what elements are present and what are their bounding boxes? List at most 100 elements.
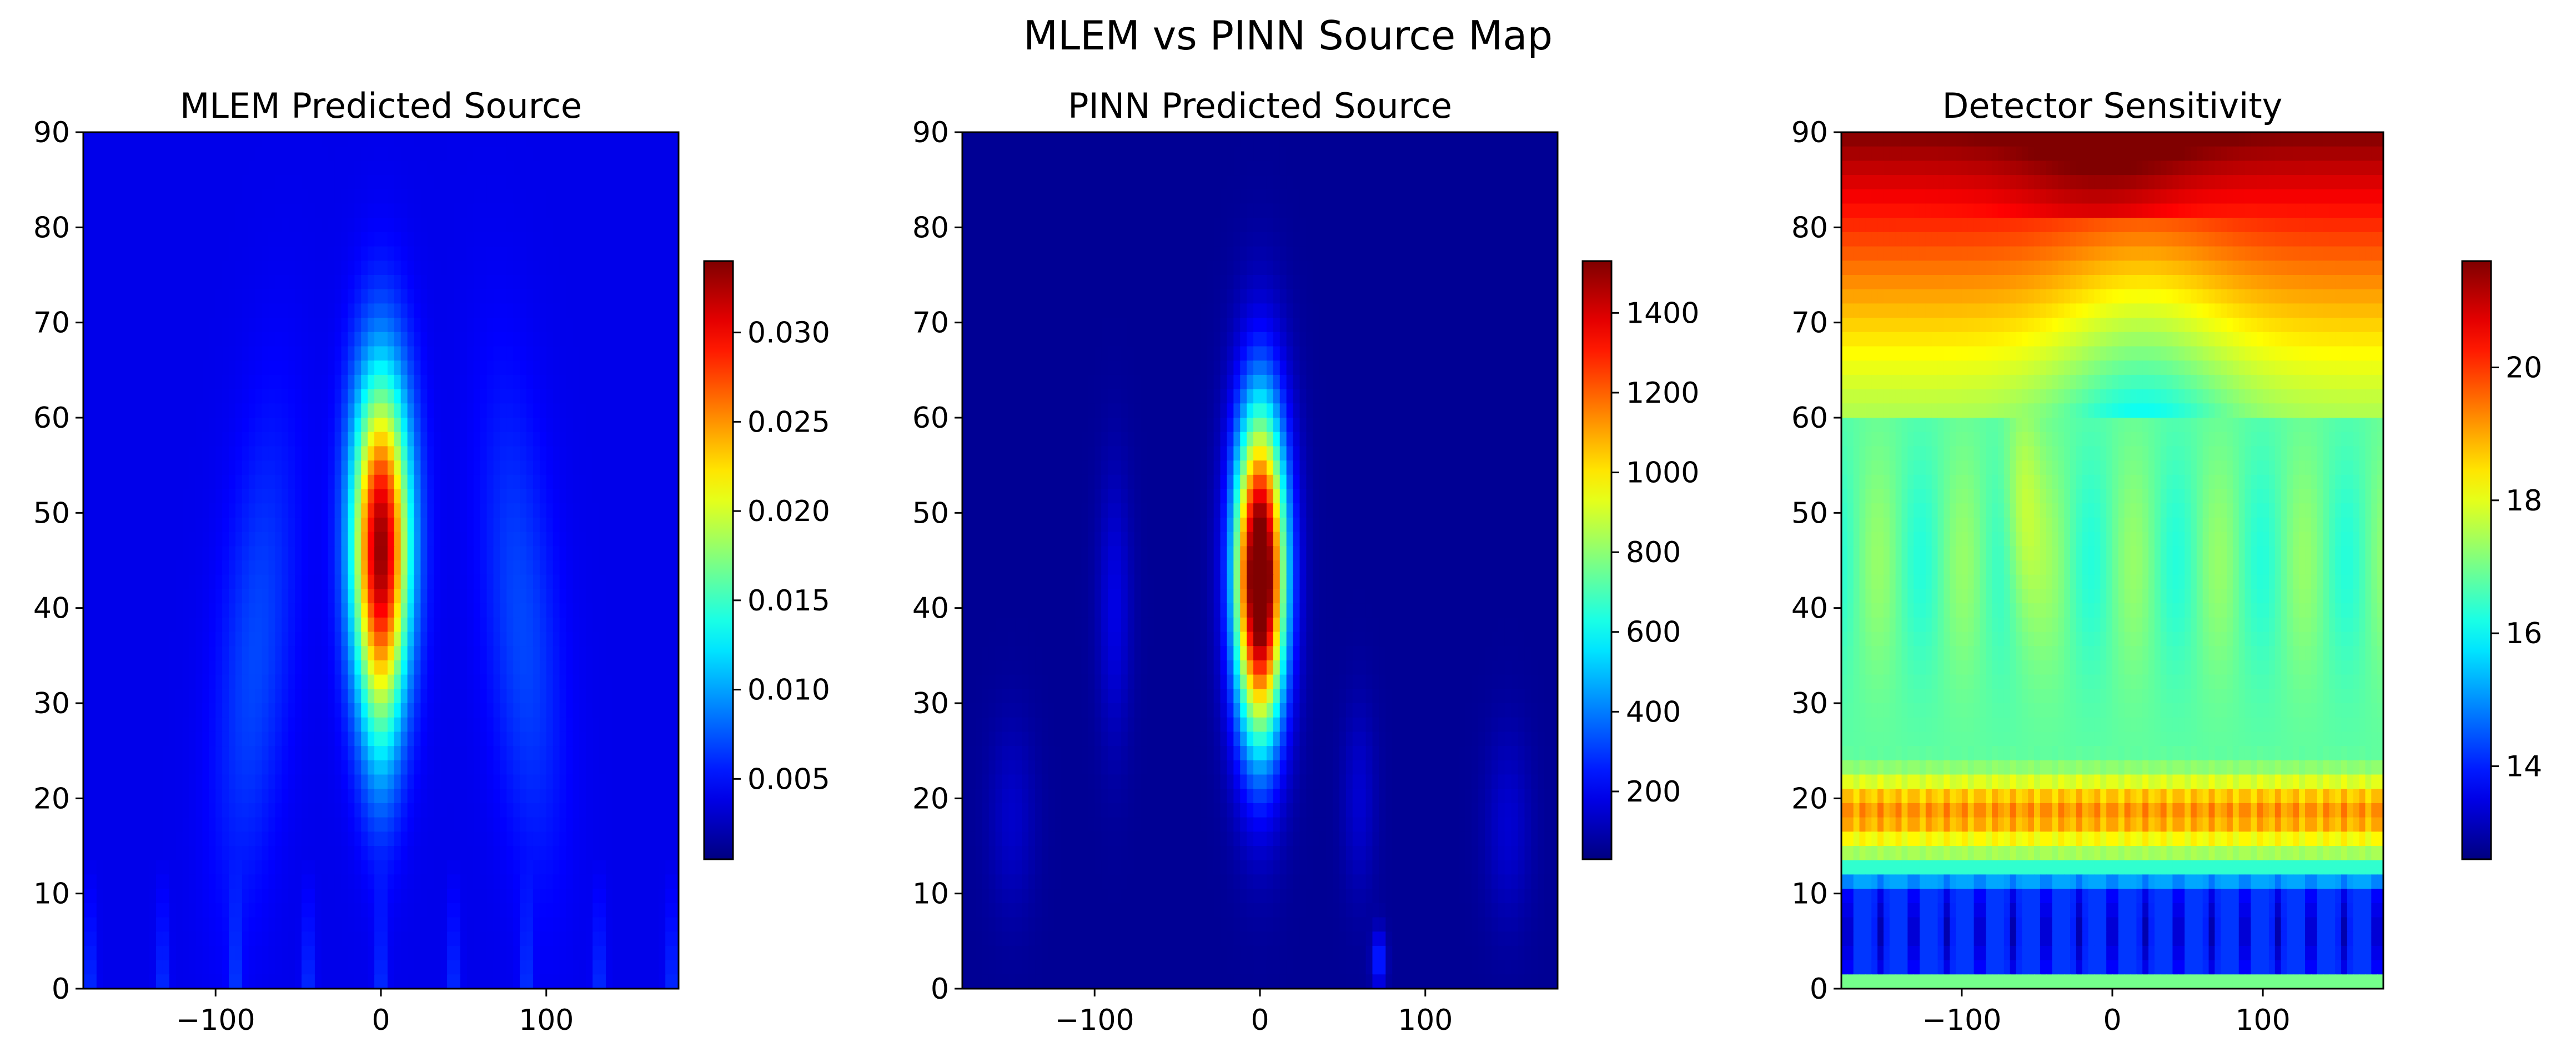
heatmap-cell [255,346,263,362]
heatmap-cell [672,246,679,262]
heatmap-cell [275,803,283,818]
heatmap-cell [348,703,355,718]
heatmap-cell [546,903,554,918]
heatmap-cell [136,232,144,247]
heatmap-cell [229,418,236,433]
heatmap-cell [83,917,91,933]
heatmap-cell [665,203,672,219]
heatmap-cell [586,546,594,561]
heatmap-cell [262,789,269,804]
heatmap-cell [354,360,362,375]
heatmap-cell [262,589,269,604]
heatmap-cell [420,232,428,247]
heatmap-cell [162,146,170,162]
heatmap-cell [282,332,289,347]
heatmap-cell [348,460,355,475]
heatmap-cell [368,874,375,889]
heatmap-cell [427,532,435,547]
heatmap-cell [374,760,381,775]
heatmap-cell [162,261,170,275]
heatmap-cell [612,374,620,390]
heatmap-cell [169,617,177,633]
heatmap-cell [334,774,342,790]
heatmap-cell [374,218,381,233]
heatmap-cell [295,246,302,262]
heatmap-cell [143,617,150,633]
heatmap-cell [513,132,521,147]
heatmap-cell [328,746,335,761]
heatmap-cell [361,774,369,790]
heatmap-cell [321,617,329,633]
heatmap-cell [659,760,666,775]
heatmap-cell [215,674,223,690]
heatmap-cell [302,589,309,604]
heatmap-cell [361,574,369,590]
heatmap-cell [103,746,111,761]
heatmap-cell [308,532,315,547]
heatmap-cell [89,532,97,547]
heatmap-cell [89,803,97,818]
heatmap-cell [546,503,554,518]
heatmap-cell [513,189,521,204]
heatmap-cell [625,474,633,490]
heatmap-cell [619,831,626,846]
heatmap-cell [262,418,269,433]
heatmap-cell [334,418,342,433]
heatmap-cell [500,189,508,204]
heatmap-cell [573,275,580,290]
heatmap-cell [414,889,421,904]
heatmap-cell [175,874,183,889]
heatmap-cell [520,360,527,375]
heatmap-cell [672,789,679,804]
heatmap-cell [341,532,349,547]
heatmap-cell [116,446,124,461]
heatmap-cell [295,403,302,418]
heatmap-cell [136,817,144,833]
heatmap-cell [639,889,646,904]
heatmap-cell [215,360,223,375]
heatmap-cell [592,689,600,704]
heatmap-cell [573,717,580,733]
heatmap-cell [268,617,276,633]
heatmap-cell [605,532,613,547]
heatmap-cell [334,303,342,318]
heatmap-cell [612,189,620,204]
heatmap-cell [632,246,640,262]
heatmap-cell [625,746,633,761]
heatmap-cell [321,917,329,933]
heatmap-cell [235,632,243,647]
heatmap-cell [539,360,547,375]
heatmap-cell [665,817,672,833]
heatmap-cell [103,546,111,561]
heatmap-cell [447,332,454,347]
heatmap-cell [420,432,428,447]
heatmap-cell [480,318,488,333]
heatmap-cell [248,846,256,861]
heatmap-cell [156,774,163,790]
heatmap-cell [129,546,137,561]
heatmap-cell [361,132,369,147]
heatmap-cell [116,360,124,375]
heatmap-cell [209,646,217,661]
heatmap-cell [493,474,501,490]
heatmap-cell [341,660,349,675]
heatmap-cell [215,660,223,675]
heatmap-cell [520,774,527,790]
mlem-heatmap [83,132,679,989]
heatmap-cell [295,831,302,846]
heatmap-cell [553,846,560,861]
heatmap-cell [354,603,362,618]
heatmap-cell [566,161,574,176]
heatmap-cell [645,732,653,747]
heatmap-cell [156,446,163,461]
heatmap-cell [215,603,223,618]
heatmap-cell [546,874,554,889]
heatmap-cell [209,632,217,647]
heatmap-cell [665,346,672,362]
heatmap-cell [454,889,461,904]
heatmap-cell [619,703,626,718]
heatmap-cell [341,874,349,889]
heatmap-cell [573,246,580,262]
heatmap-cell [460,403,468,418]
heatmap-cell [282,732,289,747]
